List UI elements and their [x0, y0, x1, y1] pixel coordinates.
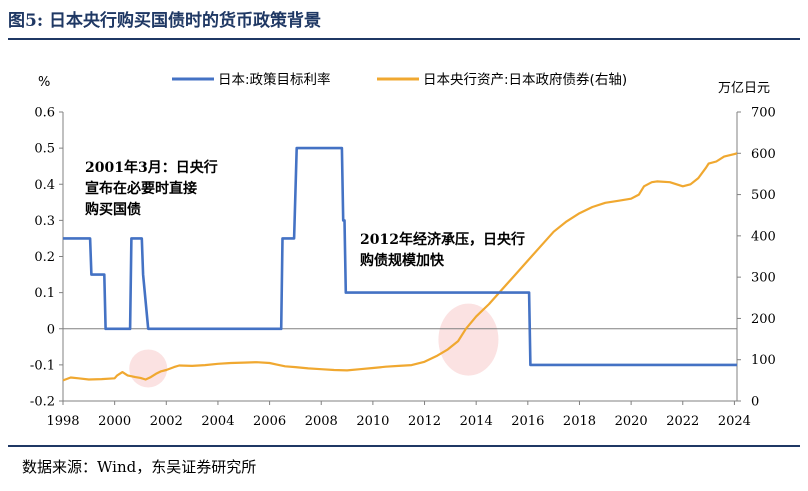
left-tick-label: -0.1 — [30, 358, 55, 373]
x-tick-label: 2024 — [718, 414, 751, 429]
highlight-circle-2 — [438, 303, 499, 376]
highlight-layer — [129, 303, 499, 388]
annotation-2012-line1: 2012年经济承压，日央行 — [360, 231, 525, 248]
right-tick-label: 200 — [751, 312, 776, 327]
right-tick-label: 700 — [751, 106, 776, 121]
left-tick-label: 0.2 — [34, 250, 55, 265]
x-tick-label: 1998 — [46, 414, 79, 429]
right-tick-label: 0 — [751, 395, 759, 410]
x-tick-label: 2004 — [201, 414, 234, 429]
left-tick-label: 0.5 — [34, 142, 55, 157]
right-tick-label: 300 — [751, 271, 776, 286]
x-tick-label: 2006 — [253, 414, 286, 429]
legend: 日本:政策目标利率 日本央行资产:日本政府债券(右轴) — [172, 71, 627, 88]
legend-label-jgb-holdings: 日本央行资产:日本政府债券(右轴) — [423, 72, 627, 88]
series-line-jgb-holdings — [62, 152, 738, 382]
x-tick-label: 2018 — [563, 414, 596, 429]
left-tick-label: 0.6 — [34, 106, 55, 121]
footer-rule — [8, 445, 800, 447]
axes-layer: -0.2 -0.1 0 0.1 0.2 0.3 0.4 0.5 0.6 0 100 200 300 400… — [30, 106, 776, 430]
x-tick-label: 2002 — [150, 414, 183, 429]
annotation-2001-line2: 宣布在必要时直接 — [85, 180, 197, 197]
right-tick-label: 500 — [751, 188, 776, 203]
annotation-2012-line2: 购债规模加快 — [360, 252, 445, 269]
x-tick-label: 2000 — [98, 414, 131, 429]
figure-title: 图5: 日本央行购买国债时的货币政策背景 — [8, 11, 322, 31]
x-tick-label: 2020 — [615, 414, 648, 429]
series-layer — [62, 146, 738, 382]
right-tick-label: 600 — [751, 147, 776, 162]
x-tick-label: 2014 — [460, 414, 493, 429]
left-axis-unit: % — [38, 75, 50, 90]
left-tick-label: 0.3 — [34, 214, 55, 229]
title-rule — [8, 38, 800, 40]
left-tick-label: -0.2 — [30, 395, 55, 410]
left-tick-label: 0 — [47, 322, 55, 337]
x-tick-label: 2022 — [666, 414, 699, 429]
left-tick-label: 0.1 — [34, 286, 55, 301]
annotations: 2001年3月：日央行 宣布在必要时直接 购买国债 2012年经济承压，日央行 … — [85, 159, 525, 269]
annotation-2001-line3: 购买国债 — [85, 201, 141, 218]
series-line-policy-rate — [63, 146, 737, 367]
right-tick-label: 100 — [751, 353, 776, 368]
x-tick-label: 2012 — [408, 414, 441, 429]
right-tick-label: 400 — [751, 229, 776, 244]
x-tick-label: 2010 — [356, 414, 389, 429]
legend-label-policy-rate: 日本:政策目标利率 — [218, 71, 331, 88]
data-source-note: 数据来源：Wind，东吴证券研究所 — [22, 458, 257, 476]
label-layer: % 万亿日元 — [38, 75, 770, 96]
x-tick-label: 2008 — [305, 414, 338, 429]
right-axis-unit: 万亿日元 — [718, 81, 770, 96]
annotation-2001-line1: 2001年3月：日央行 — [85, 159, 218, 176]
highlight-circle-1 — [129, 349, 168, 388]
x-tick-label: 2016 — [511, 414, 544, 429]
left-tick-label: 0.4 — [34, 178, 55, 193]
